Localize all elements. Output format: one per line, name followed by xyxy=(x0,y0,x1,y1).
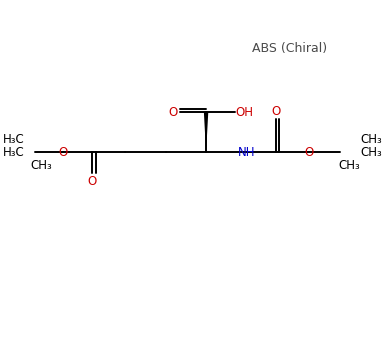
Text: O: O xyxy=(88,175,97,188)
Text: O: O xyxy=(168,106,178,119)
Text: O: O xyxy=(58,146,68,159)
Text: ABS (Chiral): ABS (Chiral) xyxy=(252,42,327,55)
Text: H₃C: H₃C xyxy=(3,133,24,146)
Text: CH₃: CH₃ xyxy=(360,133,382,146)
Text: H₃C: H₃C xyxy=(3,146,24,159)
Polygon shape xyxy=(204,112,208,152)
Text: O: O xyxy=(271,105,281,118)
Text: OH: OH xyxy=(236,106,253,119)
Text: CH₃: CH₃ xyxy=(30,159,52,172)
Text: NH: NH xyxy=(238,146,255,159)
Text: CH₃: CH₃ xyxy=(360,146,382,159)
Text: O: O xyxy=(304,146,313,159)
Text: CH₃: CH₃ xyxy=(338,159,360,172)
